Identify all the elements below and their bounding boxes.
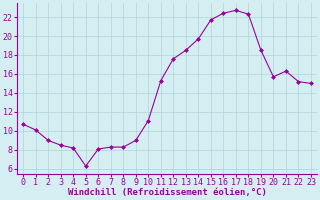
- X-axis label: Windchill (Refroidissement éolien,°C): Windchill (Refroidissement éolien,°C): [68, 188, 267, 197]
